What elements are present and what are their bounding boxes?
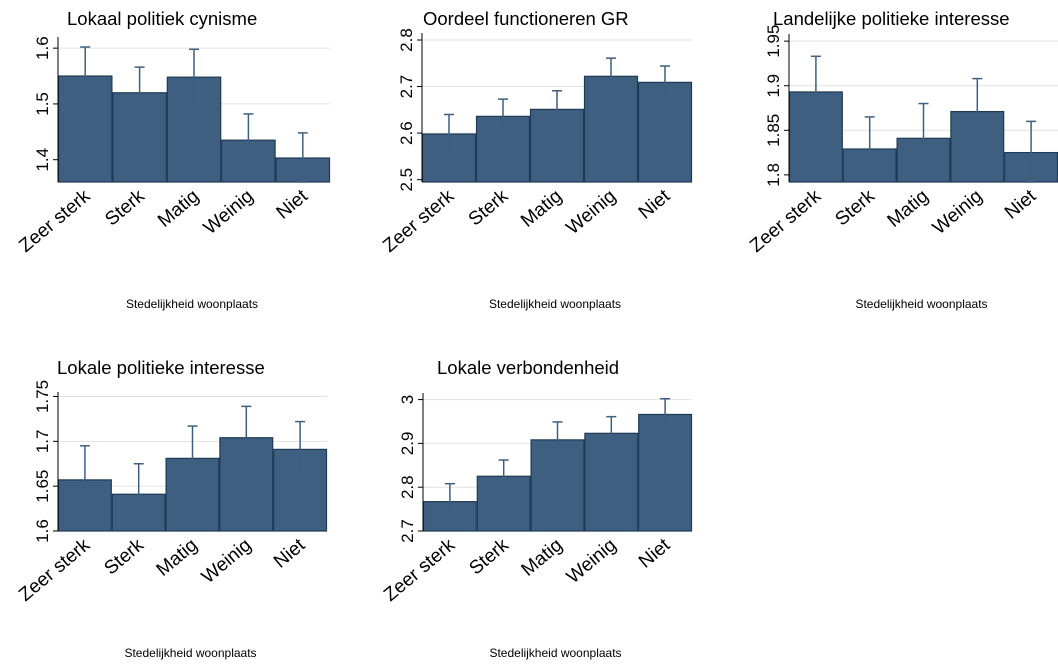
chart-title: Lokale verbondenheid [437,357,619,378]
y-tick-label: 1.85 [764,114,783,147]
category-label: Sterk [101,185,149,230]
y-tick-label: 2.5 [397,168,416,192]
error-bar [660,65,670,99]
category-label: Sterk [465,534,513,579]
error-bar [444,482,455,521]
y-tick-label: 2.7 [398,519,417,543]
category-label: Sterk [831,185,879,230]
category-label: Zeer sterk [379,185,458,256]
error-bar [444,113,454,154]
error-bar [498,459,509,494]
category-label: Zeer sterk [15,534,94,605]
y-tick-label: 2.8 [398,475,417,499]
y-tick-label: 2.9 [398,432,417,456]
category-label: Zeer sterk [15,185,94,256]
error-bar [810,55,821,129]
bar-niet [637,81,693,183]
bar-sterk [476,475,531,532]
error-bar [243,113,254,168]
error-bar [1026,120,1037,183]
error-bar [241,405,252,469]
x-axis-title: Stedelijkheid woonplaats [489,297,621,311]
y-tick-label: 1.4 [33,148,52,172]
chart-panel-4: 1.6 1.65 1.7 1.75 Zeer sterk Sterk MatigWeinig… [15,357,328,660]
bar-weinig [583,75,639,183]
category-label: Niet [635,185,675,223]
y-tick-label: 1.7 [33,430,52,454]
bar-matig [165,457,220,532]
error-bar [187,425,198,492]
y-tick-label: 1.6 [33,36,52,60]
category-label: Weinig [200,186,258,239]
category-label: Matig [518,535,567,581]
category-label: Sterk [100,534,148,579]
x-axis-title: Stedelijkheid woonplaats [489,646,621,660]
x-axis-title: Stedelijkheid woonplaats [124,646,256,660]
chart-title: Landelijke politieke interesse [773,8,1010,29]
y-tick-label: 1.75 [33,380,52,413]
error-bar [552,421,563,460]
category-label: Zeer sterk [746,185,825,256]
error-bar [864,116,875,181]
y-tick-label: 1.5 [33,92,52,116]
category-label: Matig [884,186,933,232]
error-bar [134,66,145,119]
error-bar [918,102,929,173]
x-axis-title: Stedelijkheid woonplaats [126,297,258,311]
x-axis-title: Stedelijkheid woonplaats [855,297,987,311]
error-bar [606,57,616,94]
category-label: Matig [517,186,566,232]
category-label: Niet [273,185,313,223]
error-bar [133,462,144,524]
category-label: Weinig [198,535,256,588]
chart-title: Lokaal politiek cynisme [67,8,257,29]
y-tick-label: 1.95 [764,25,783,58]
error-bar [498,98,508,134]
error-bar [189,48,199,106]
category-label: Niet [1001,185,1041,223]
error-bar [80,46,91,106]
chart-title: Oordeel functioneren GR [423,8,629,29]
y-tick-label: 1.8 [764,163,783,187]
y-tick-label: 1.9 [764,74,783,98]
error-bar [297,132,308,183]
chart-title: Lokale politieke interesse [57,357,265,378]
category-label: Weinig [563,535,621,588]
y-tick-label: 2.8 [397,28,416,52]
y-tick-label: 2.6 [397,121,416,145]
error-bar [606,415,617,451]
y-tick-label: 1.6 [33,519,52,543]
category-label: Matig [153,535,202,581]
category-label: Niet [635,534,675,572]
bar-niet [638,413,693,532]
error-bar [552,89,562,129]
y-tick-label: 3 [398,395,417,404]
error-bar [79,445,90,515]
error-bar [972,77,983,146]
category-label: Weinig [929,186,987,239]
category-label: Niet [270,534,310,572]
y-tick-label: 2.7 [397,75,416,99]
category-label: Matig [154,186,203,232]
error-bar [295,420,306,478]
error-bar [660,397,671,431]
category-label: Weinig [562,186,620,239]
category-label: Sterk [465,185,513,230]
y-tick-label: 1.65 [33,470,52,503]
chart-panel-3: 1.8 1.85 1.9 1.95 Zeer sterk Sterk MatigWeinig… [746,8,1058,311]
category-label: Zeer sterk [380,534,459,605]
